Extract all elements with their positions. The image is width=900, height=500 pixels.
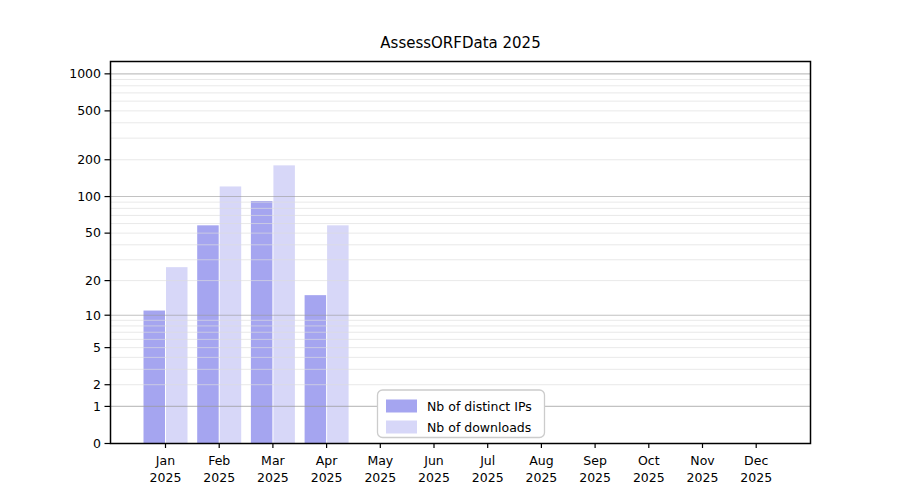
bar-mar-downloads	[273, 165, 295, 443]
x-tick-label-month-aug: Aug	[529, 453, 553, 468]
chart-svg: 0 1 2 5 10 20 50 100 200 500 1000 Jan 2025 Feb 2025 Ma…	[0, 0, 900, 500]
legend: Nb of distinct IPs Nb of downloads	[378, 390, 545, 438]
y-tick-label-1: 1	[93, 399, 101, 414]
x-tick-label-year-mar: 2025	[257, 470, 289, 485]
y-tick-label-20: 20	[85, 273, 101, 288]
bars-layer	[144, 165, 349, 443]
bar-feb-ips	[197, 225, 219, 443]
x-tick-label-year-nov: 2025	[687, 470, 719, 485]
y-tick-label-200: 200	[77, 152, 101, 167]
x-tick-label-year-sep: 2025	[579, 470, 611, 485]
x-tick-label-month-apr: Apr	[316, 453, 338, 468]
x-tick-label-year-jun: 2025	[418, 470, 450, 485]
y-tick-label-0: 0	[93, 436, 101, 451]
y-tick-label-50: 50	[85, 225, 101, 240]
x-tick-label-year-dec: 2025	[740, 470, 772, 485]
x-tick-label-month-dec: Dec	[744, 453, 768, 468]
legend-label-downloads: Nb of downloads	[427, 420, 531, 435]
bar-mar-ips	[251, 201, 273, 444]
x-axis-layer: Jan 2025 Feb 2025 Mar 2025 Apr 2025 May 2025 Jun 20…	[150, 444, 773, 485]
legend-swatch-distinct-ips	[386, 400, 417, 413]
y-axis-layer: 0 1 2 5 10 20 50 100 200 500 1000	[69, 66, 110, 451]
x-tick-label-year-jul: 2025	[472, 470, 504, 485]
bar-jan-ips	[144, 311, 166, 444]
x-tick-label-year-jan: 2025	[150, 470, 182, 485]
x-tick-label-month-jul: Jul	[479, 453, 495, 468]
x-tick-label-month-mar: Mar	[261, 453, 285, 468]
y-tick-label-2: 2	[93, 377, 101, 392]
x-tick-label-year-oct: 2025	[633, 470, 665, 485]
y-tick-label-100: 100	[77, 189, 101, 204]
x-tick-label-year-apr: 2025	[311, 470, 343, 485]
x-tick-label-month-sep: Sep	[583, 453, 607, 468]
chart-title: AssessORFData 2025	[380, 34, 540, 52]
y-tick-label-1000: 1000	[69, 66, 101, 81]
x-tick-label-month-jun: Jun	[423, 453, 444, 468]
x-tick-label-month-may: May	[367, 453, 393, 468]
x-tick-label-month-nov: Nov	[690, 453, 715, 468]
legend-swatch-downloads	[386, 421, 417, 434]
x-tick-label-year-aug: 2025	[525, 470, 557, 485]
x-tick-label-year-may: 2025	[364, 470, 396, 485]
x-tick-label-month-oct: Oct	[638, 453, 660, 468]
x-tick-label-month-feb: Feb	[208, 453, 230, 468]
x-tick-label-year-feb: 2025	[203, 470, 235, 485]
x-tick-label-month-jan: Jan	[155, 453, 175, 468]
y-tick-label-500: 500	[77, 103, 101, 118]
figure: 0 1 2 5 10 20 50 100 200 500 1000 Jan 2025 Feb 2025 Ma…	[0, 0, 900, 500]
y-tick-label-10: 10	[85, 308, 101, 323]
bar-apr-downloads	[327, 225, 349, 443]
legend-label-distinct-ips: Nb of distinct IPs	[427, 399, 532, 414]
y-tick-label-5: 5	[93, 340, 101, 355]
bar-jan-downloads	[166, 267, 188, 443]
